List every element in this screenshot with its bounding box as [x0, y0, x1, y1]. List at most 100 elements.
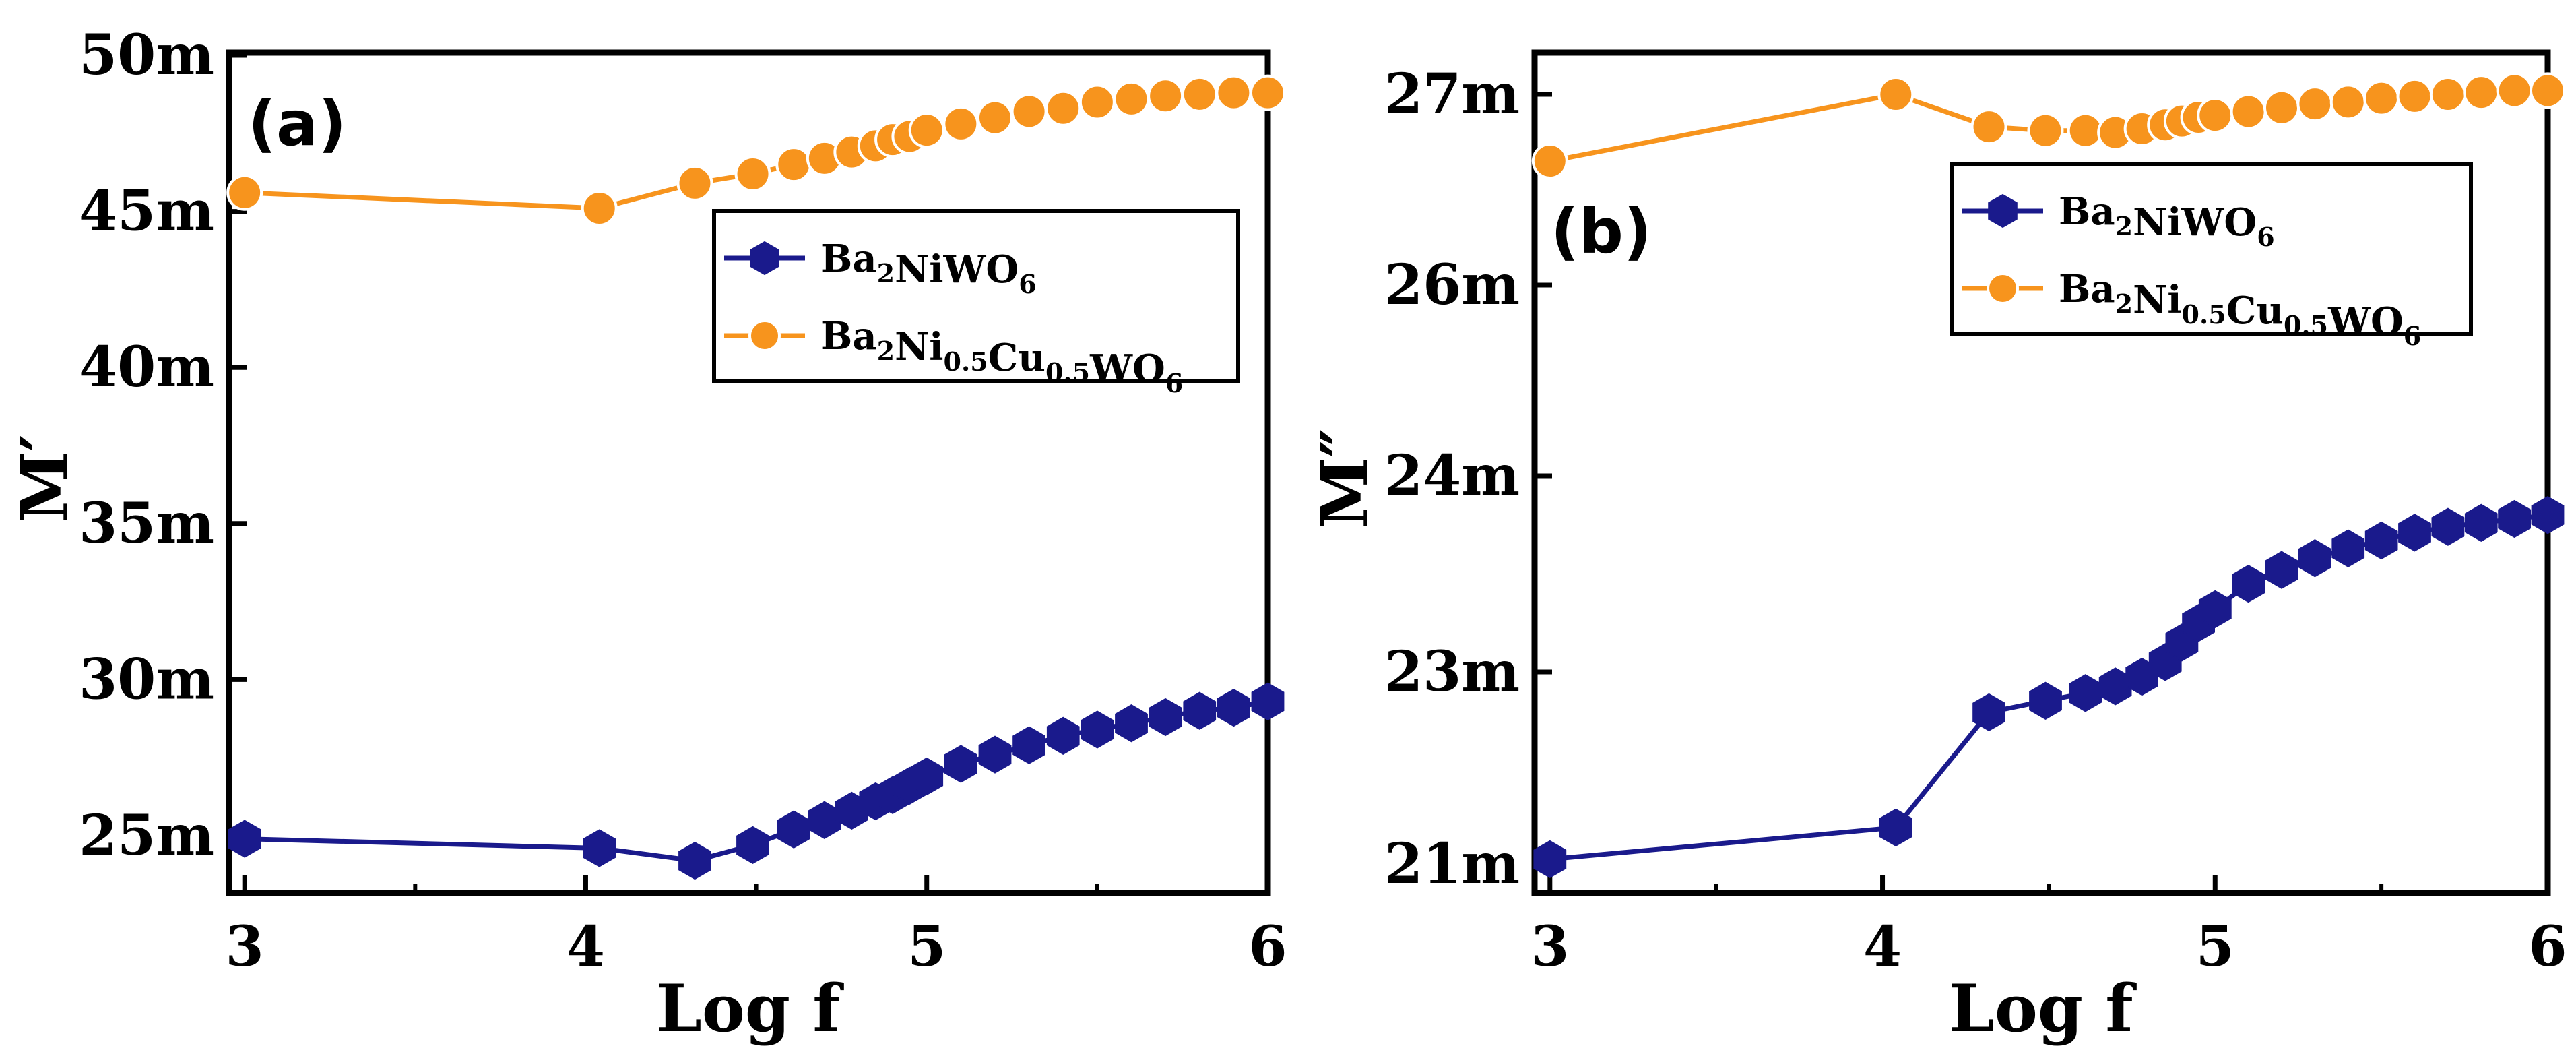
- data-point: [2069, 674, 2102, 712]
- data-point: [1149, 698, 1182, 737]
- legend-subscript: 0.5: [2284, 310, 2328, 340]
- data-point: [2027, 112, 2064, 149]
- x-tick-label: 5: [2196, 915, 2234, 979]
- x-axis-title: Log f: [1949, 970, 2137, 1047]
- series-ba2niwo6: [1533, 496, 2565, 879]
- data-point: [2396, 78, 2433, 115]
- legend-subscript: 6: [2404, 321, 2421, 351]
- y-tick-label: 26m: [1384, 253, 1520, 317]
- x-tick-label: 6: [1248, 915, 1287, 979]
- legend-subscript: 6: [2257, 222, 2274, 252]
- legend-text-part: Cu: [988, 336, 1045, 380]
- legend-marker: [750, 241, 779, 276]
- data-point: [2198, 590, 2232, 629]
- legend-label: Ba2Ni0.5Cu0.5WO6: [820, 314, 1183, 398]
- legend-text-part: NiWO: [895, 247, 1019, 292]
- y-tick-label: 35m: [79, 491, 214, 556]
- y-tick-label: 50m: [79, 23, 214, 88]
- legend-text-part: Ba: [2059, 189, 2115, 234]
- data-point: [2067, 112, 2104, 149]
- plot-frame: [1531, 49, 2551, 896]
- data-point: [1877, 76, 1914, 113]
- legend-subscript: 0.5: [2182, 299, 2226, 330]
- data-point: [908, 112, 945, 149]
- legend-box: [1950, 162, 2473, 336]
- series-ba2niwo6: [228, 682, 1285, 880]
- y-tick-label: 23m: [1384, 640, 1520, 704]
- data-point: [2265, 551, 2298, 589]
- legend-subscript: 6: [1019, 269, 1036, 299]
- data-point: [678, 841, 711, 880]
- panel-label: (a): [248, 88, 346, 160]
- legend-subscript: 0.5: [1045, 357, 1090, 388]
- data-point: [581, 189, 618, 226]
- legend-entry: Ba2Ni0.5Cu0.5WO6: [724, 314, 1183, 398]
- y-axis-title: M″: [1307, 428, 1383, 528]
- x-tick-label: 3: [226, 915, 264, 979]
- data-point: [1147, 78, 1184, 115]
- data-point: [777, 810, 810, 849]
- data-point: [1113, 80, 1150, 117]
- data-point: [1217, 688, 1250, 727]
- data-point: [2464, 503, 2498, 542]
- data-point: [2329, 84, 2366, 121]
- x-tick-label: 5: [907, 915, 946, 979]
- data-point: [976, 99, 1013, 136]
- panel-label: (b): [1551, 195, 1652, 268]
- data-point: [2398, 514, 2431, 552]
- legend-label: Ba2NiWO6: [820, 237, 1037, 299]
- data-point: [1183, 691, 1217, 730]
- legend-text-part: Ba: [820, 314, 877, 359]
- legend-marker: [748, 319, 781, 352]
- legend-text-part: WO: [2327, 299, 2404, 344]
- data-point: [1012, 726, 1045, 764]
- data-point: [1181, 75, 1218, 113]
- data-point: [1046, 716, 1080, 755]
- data-point: [1970, 109, 2007, 146]
- data-point: [1879, 808, 1912, 847]
- legend-subscript: 2: [2115, 211, 2133, 241]
- data-point: [1010, 93, 1048, 130]
- data-point: [910, 757, 944, 796]
- y-tick-label: 27m: [1384, 62, 1520, 127]
- x-tick-label: 6: [2528, 915, 2567, 979]
- legend-text-part: Ni: [2133, 278, 2181, 322]
- legend-text-part: Ni: [895, 325, 943, 369]
- y-tick-label: 25m: [79, 803, 214, 868]
- data-point: [1531, 143, 1568, 180]
- legend-subscript: 2: [877, 336, 895, 366]
- legend-label: Ba2Ni0.5Cu0.5WO6: [2059, 267, 2421, 351]
- data-point: [1972, 693, 2005, 732]
- data-point: [2331, 529, 2365, 567]
- y-tick-label: 45m: [79, 179, 214, 244]
- data-point: [583, 829, 616, 867]
- data-point: [736, 826, 769, 865]
- data-point: [978, 735, 1012, 774]
- plot-frame: [226, 49, 1271, 896]
- data-point: [676, 164, 713, 202]
- data-point: [2429, 76, 2466, 113]
- x-tick-label: 4: [567, 915, 605, 979]
- legend-entry: Ba2NiWO6: [724, 237, 1037, 299]
- legend-subscript: 2: [877, 258, 895, 288]
- data-point: [2530, 72, 2566, 109]
- data-point: [1251, 682, 1285, 720]
- legend-text-part: NiWO: [2133, 200, 2257, 245]
- data-point: [228, 820, 261, 858]
- legend-text-part: Ba: [820, 237, 877, 281]
- legend-marker: [1988, 193, 2018, 228]
- data-point: [2298, 539, 2331, 578]
- series-ba2ni05cu05wo6: [1531, 72, 2566, 180]
- data-point: [2232, 564, 2265, 603]
- data-point: [2296, 86, 2333, 123]
- data-point: [1115, 704, 1148, 743]
- data-point: [944, 745, 977, 783]
- x-axis-title: Log f: [656, 970, 844, 1047]
- data-point: [2029, 681, 2062, 720]
- data-point: [226, 174, 263, 211]
- legend-marker: [1987, 272, 2019, 305]
- legend-subscript: 6: [1165, 368, 1183, 398]
